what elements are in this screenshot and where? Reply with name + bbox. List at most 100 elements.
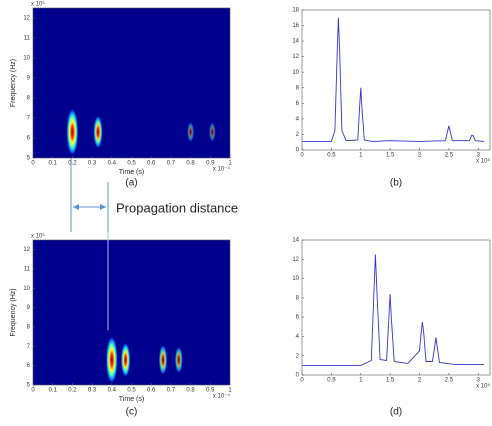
y-axis-label: Frequency (Hz) <box>10 59 17 107</box>
y-tick-label: 2 <box>296 353 300 359</box>
y-tick-label: 11 <box>24 267 31 273</box>
y-tick-label: 4 <box>296 334 300 340</box>
spectral-spot <box>66 108 79 156</box>
spectral-spot <box>105 335 118 384</box>
x-tick-label: 2 <box>418 378 422 384</box>
plot-frame <box>301 239 491 376</box>
y-tick-label: 8 <box>296 85 300 91</box>
x-tick-label: 0.6 <box>147 388 156 394</box>
spectral-spot <box>187 121 195 143</box>
x-tick-label: 2.5 <box>445 153 454 159</box>
spectral-spot <box>174 346 183 374</box>
y-tick-label: 8 <box>27 96 31 102</box>
y-tick-label: 9 <box>27 305 31 311</box>
spectral-spot <box>120 342 131 378</box>
y-tick-label: 11 <box>24 36 31 42</box>
x-tick-label: 1.5 <box>386 378 395 384</box>
x-tick-label: 1 <box>359 378 363 384</box>
x-tick-label: 0.9 <box>206 388 215 394</box>
panel: Time (s) Frequency (Hz) x 10⁵ 0 0.1 0.2 0.3 0.4… <box>10 1 232 189</box>
x-tick-label: 2.5 <box>445 378 454 384</box>
annotation: Propagation distance <box>116 200 238 215</box>
x-tick-label: 0.1 <box>49 161 58 167</box>
y-tick-label: 5 <box>27 383 31 389</box>
panel-caption: (c) <box>126 407 138 418</box>
x-tick-label: 1 <box>228 161 232 167</box>
x-multiplier: x 10⁻⁴ <box>213 166 231 173</box>
plot-frame <box>301 9 491 151</box>
spectral-spot <box>93 115 103 149</box>
y-tick-label: 10 <box>292 70 299 76</box>
plot-background <box>33 240 230 385</box>
propagation-marker <box>70 158 109 232</box>
x-tick-label: 0.7 <box>167 161 176 167</box>
y-tick-label: 10 <box>292 276 299 282</box>
x-tick-label: 0.5 <box>327 378 336 384</box>
spectrum-line <box>302 254 485 366</box>
y-tick-label: 18 <box>292 8 299 14</box>
y-tick-label: 12 <box>23 16 30 22</box>
y-tick-label: 8 <box>27 325 31 331</box>
y-tick-label: 6 <box>27 136 31 142</box>
plot-background <box>302 10 490 150</box>
panel: 0 0.5 1 1.5 2 2.5 3 0 2 4 6 8 10 12 14 16 18 x 10⁵ (b) <box>292 8 490 189</box>
plot-background <box>302 240 490 375</box>
x-tick-label: 0 <box>31 161 35 167</box>
x-tick-label: 0.2 <box>68 388 77 394</box>
x-tick-label: 0.4 <box>108 161 117 167</box>
x-tick-label: 0.5 <box>127 388 136 394</box>
y-tick-label: 6 <box>296 315 300 321</box>
x-tick-label: 0.9 <box>206 161 215 167</box>
y-axis-label: Frequency (Hz) <box>10 288 17 336</box>
x-multiplier: x 10⁻⁴ <box>213 393 231 400</box>
x-tick-label: 0.5 <box>327 153 336 159</box>
x-tick-label: 0.1 <box>49 388 58 394</box>
y-tick-label: 10 <box>23 286 30 292</box>
x-tick-label: 1.5 <box>386 153 395 159</box>
x-tick-label: 0.8 <box>186 161 195 167</box>
x-tick-label: 0.4 <box>108 388 117 394</box>
y-tick-label: 0 <box>296 148 300 154</box>
panel-caption: (a) <box>125 178 137 189</box>
y-tick-label: 9 <box>27 76 31 82</box>
y-tick-label: 12 <box>292 54 299 60</box>
y-tick-label: 7 <box>27 116 31 122</box>
y-multiplier: x 10⁵ <box>31 233 45 240</box>
x-tick-label: 0.2 <box>68 161 77 167</box>
y-tick-label: 14 <box>292 39 299 45</box>
x-tick-label: 0 <box>300 378 304 384</box>
x-tick-label: 0.3 <box>88 161 97 167</box>
y-tick-label: 6 <box>27 363 31 369</box>
y-tick-label: 12 <box>292 257 299 263</box>
y-tick-label: 8 <box>296 295 300 301</box>
x-tick-label: 1 <box>359 153 363 159</box>
x-tick-label: 0 <box>31 388 35 394</box>
y-tick-label: 12 <box>23 247 30 253</box>
x-tick-label: 3 <box>477 153 481 159</box>
y-tick-label: 4 <box>296 116 300 122</box>
x-tick-label: 0.3 <box>88 388 97 394</box>
spectral-spot <box>158 344 168 376</box>
y-tick-label: 16 <box>292 23 299 29</box>
panel: Time (s) Frequency (Hz) x 10⁵ 0 0.1 0.2 0.3 0.4… <box>10 233 232 418</box>
panel: 0 0.5 1 1.5 2 2.5 3 0 2 4 6 8 10 12 14 x 10⁵ (d) <box>292 238 490 418</box>
x-axis-label: Time (s) <box>119 169 144 176</box>
x-multiplier: x 10⁵ <box>476 383 490 390</box>
x-tick-label: 1 <box>228 388 232 394</box>
y-tick-label: 5 <box>27 156 31 162</box>
x-tick-label: 0.8 <box>186 388 195 394</box>
spectral-spot <box>208 122 216 142</box>
y-tick-label: 6 <box>296 101 300 107</box>
x-tick-label: 0.5 <box>127 161 136 167</box>
y-tick-label: 14 <box>292 238 299 244</box>
x-tick-label: 3 <box>477 378 481 384</box>
x-tick-label: 0.6 <box>147 161 156 167</box>
y-tick-label: 0 <box>296 373 300 379</box>
y-tick-label: 10 <box>23 56 30 62</box>
plot-background <box>33 8 230 158</box>
y-multiplier: x 10⁵ <box>31 1 45 8</box>
y-tick-label: 7 <box>27 344 31 350</box>
spectrum-line <box>302 17 485 142</box>
x-axis-label: Time (s) <box>119 396 144 403</box>
